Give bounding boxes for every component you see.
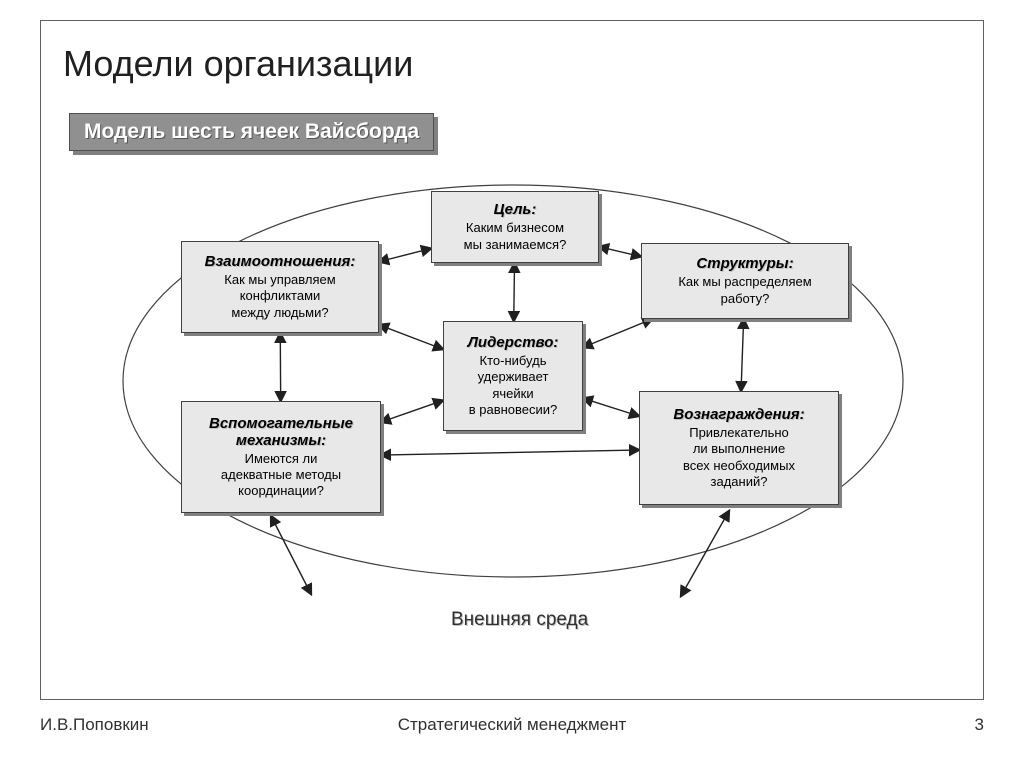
edge-goal-leadership (514, 263, 515, 321)
edge-goal-relations (379, 248, 431, 261)
edge-structure-reward (741, 319, 744, 391)
box-reward: Вознаграждения: Привлекательноли выполнен… (639, 391, 839, 505)
box-relations-body: Как мы управляемконфликтамимежду людьми? (224, 272, 335, 321)
edge-goal-structure (599, 247, 641, 257)
box-structure: Структуры: Как мы распределяемработу? (641, 243, 849, 319)
slide-frame: Модели организации Модель шесть ячеек Ва… (40, 20, 984, 700)
edge-reward-leadership (583, 398, 639, 416)
env-arrow-1 (681, 511, 729, 596)
box-mechanisms-body: Имеются лиадекватные методыкоординации? (221, 451, 341, 500)
box-relations-title: Взаимоотношения: (205, 253, 356, 270)
edge-relations-leadership (379, 325, 443, 349)
box-relations: Взаимоотношения: Как мы управляемконфликт… (181, 241, 379, 333)
edge-mechanisms-reward (381, 450, 639, 455)
box-reward-title: Вознаграждения: (673, 406, 804, 423)
box-goal-title: Цель: (494, 201, 537, 218)
box-structure-body: Как мы распределяемработу? (678, 274, 811, 307)
box-goal: Цель: Каким бизнесоммы занимаемся? (431, 191, 599, 263)
env-arrow-0 (271, 516, 311, 594)
box-goal-body: Каким бизнесоммы занимаемся? (464, 220, 567, 253)
edge-structure-leadership (583, 319, 652, 347)
slide-page: Модели организации Модель шесть ячеек Ва… (0, 0, 1024, 767)
box-leadership-title: Лидерство: (468, 334, 559, 351)
box-leadership: Лидерство: Кто-нибудьудерживаетячейкив ра… (443, 321, 583, 431)
box-leadership-body: Кто-нибудьудерживаетячейкив равновесии? (469, 353, 558, 418)
box-mechanisms-title: Вспомогательныемеханизмы: (209, 415, 353, 449)
footer-center: Стратегический менеджмент (40, 715, 984, 735)
box-reward-body: Привлекательноли выполнениевсех необходи… (683, 425, 795, 490)
box-mechanisms: Вспомогательныемеханизмы:Имеются лиадекв… (181, 401, 381, 513)
environment-label: Внешняя среда (451, 609, 588, 631)
footer-page: 3 (975, 715, 984, 735)
edge-mechanisms-leadership (381, 400, 443, 422)
box-structure-title: Структуры: (696, 255, 793, 272)
